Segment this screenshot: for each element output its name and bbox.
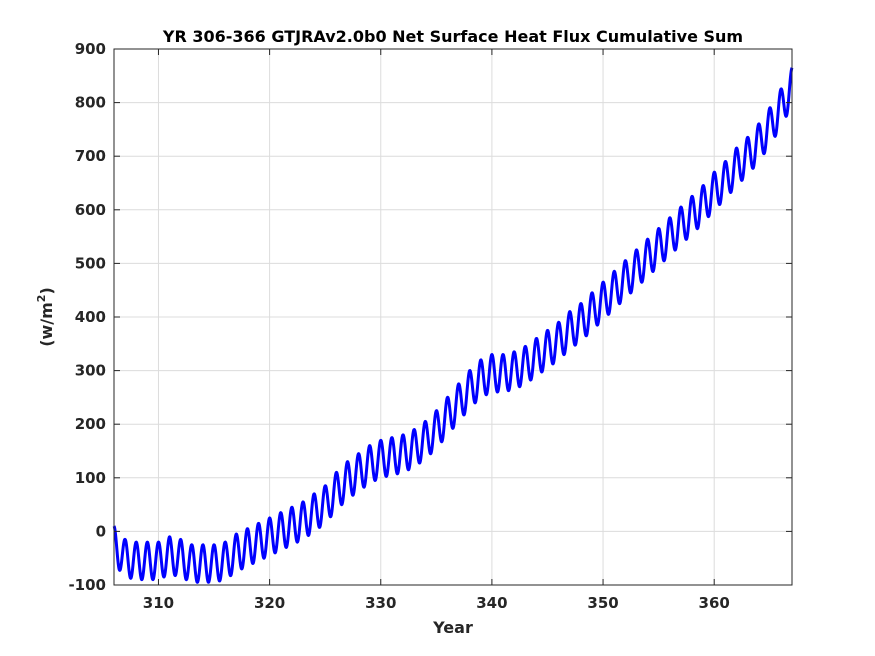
y-axis-label-close: ) [37, 287, 56, 294]
x-tick-label: 320 [254, 594, 285, 612]
y-tick-label: 300 [75, 362, 106, 380]
y-axis-label-superscript: 2 [35, 295, 48, 303]
x-tick-label: 310 [143, 594, 174, 612]
y-tick-label: 600 [75, 201, 106, 219]
x-tick-label: 340 [476, 594, 507, 612]
y-tick-label: 800 [75, 94, 106, 112]
x-tick-label: 360 [699, 594, 730, 612]
x-axis-label: Year [432, 618, 473, 637]
x-tick-label: 350 [587, 594, 618, 612]
y-tick-label: 0 [96, 522, 106, 540]
chart-title: YR 306-366 GTJRAv2.0b0 Net Surface Heat … [162, 27, 743, 46]
data-series [112, 67, 794, 584]
y-tick-label: 700 [75, 147, 106, 165]
y-tick-label: 900 [75, 40, 106, 58]
y-axis-label: (w/m2) [35, 287, 56, 347]
series-line [112, 67, 794, 584]
y-tick-label: 500 [75, 254, 106, 272]
ticks: 310 320 330 340 350 360 -100 0 100 200 300 400 500 60… [68, 40, 792, 612]
x-tick-label: 330 [365, 594, 396, 612]
y-tick-label: 100 [75, 469, 106, 487]
grid [114, 49, 792, 585]
y-axis-label-main: (w/m [37, 302, 56, 347]
y-tick-label: 200 [75, 415, 106, 433]
y-tick-label: -100 [68, 576, 106, 594]
y-tick-label: 400 [75, 308, 106, 326]
